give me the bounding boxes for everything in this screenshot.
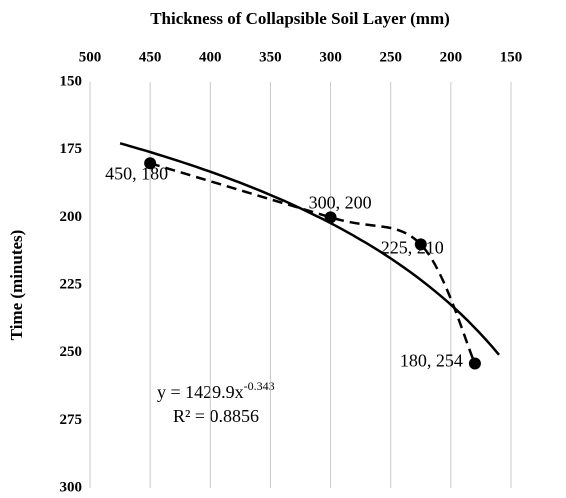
data-label: 300, 200 xyxy=(309,192,372,212)
equation-exponent: -0.343 xyxy=(244,379,275,393)
trend-equation: y = 1429.9x-0.343 xyxy=(157,379,275,402)
y-tick-label: 225 xyxy=(60,276,83,292)
y-tick-label: 250 xyxy=(60,344,83,360)
x-tick-label: 200 xyxy=(440,49,463,65)
y-axis-title: Time (minutes) xyxy=(7,230,26,341)
data-point xyxy=(324,211,337,224)
y-tick-label: 300 xyxy=(60,479,83,495)
data-label: 450, 180 xyxy=(105,163,168,183)
chart-title: Thickness of Collapsible Soil Layer (mm) xyxy=(150,9,450,28)
y-tick-label: 275 xyxy=(60,412,83,428)
data-point xyxy=(468,357,481,370)
data-point xyxy=(144,157,157,170)
equation: y = 1429.9x xyxy=(157,382,244,402)
r-squared: R² = 0.8856 xyxy=(173,406,259,426)
y-tick-label: 150 xyxy=(60,73,83,89)
x-tick-label: 450 xyxy=(139,49,162,65)
data-label: 225, 210 xyxy=(381,238,444,258)
x-tick-label: 500 xyxy=(79,49,102,65)
x-tick-label: 350 xyxy=(259,49,282,65)
trendline xyxy=(119,142,500,356)
y-tick-label: 200 xyxy=(60,209,83,225)
data-label: 180, 254 xyxy=(400,351,463,371)
x-tick-label: 250 xyxy=(379,49,402,65)
data-point xyxy=(414,238,427,251)
x-tick-label: 300 xyxy=(319,49,342,65)
y-tick-label: 175 xyxy=(60,141,83,157)
x-tick-label: 400 xyxy=(199,49,222,65)
x-tick-label: 150 xyxy=(500,49,523,65)
